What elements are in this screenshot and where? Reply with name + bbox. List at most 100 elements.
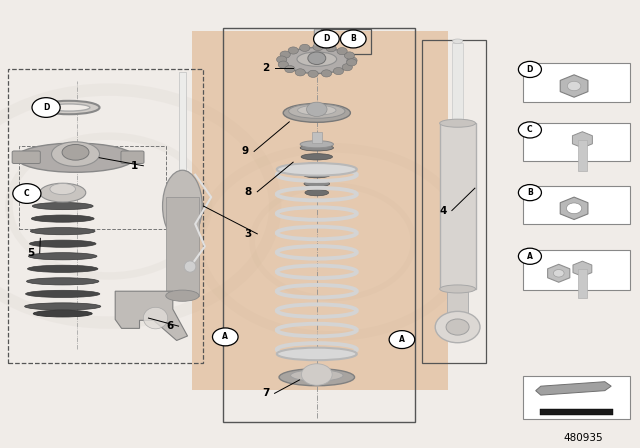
- Bar: [314, 29, 371, 54]
- Bar: [523, 123, 630, 161]
- Circle shape: [295, 69, 305, 76]
- Bar: [523, 186, 630, 224]
- Ellipse shape: [298, 105, 336, 115]
- Bar: [540, 409, 613, 415]
- Bar: [166, 197, 199, 296]
- Bar: [179, 72, 186, 175]
- Text: 480935: 480935: [564, 433, 604, 443]
- Ellipse shape: [28, 253, 97, 260]
- Ellipse shape: [283, 103, 351, 122]
- Circle shape: [321, 70, 332, 77]
- Ellipse shape: [163, 170, 202, 242]
- Polygon shape: [115, 291, 188, 340]
- Text: A: A: [222, 332, 228, 341]
- Circle shape: [307, 102, 327, 116]
- Polygon shape: [536, 382, 611, 395]
- Ellipse shape: [62, 145, 89, 160]
- Bar: [312, 132, 322, 143]
- Ellipse shape: [440, 285, 476, 293]
- Circle shape: [285, 65, 295, 73]
- Bar: [452, 43, 463, 125]
- Text: 3: 3: [244, 229, 252, 239]
- Circle shape: [567, 82, 581, 90]
- Bar: [223, 28, 415, 422]
- Circle shape: [389, 331, 415, 349]
- Circle shape: [346, 59, 356, 66]
- Circle shape: [344, 52, 355, 59]
- Circle shape: [278, 61, 289, 68]
- Ellipse shape: [31, 228, 95, 235]
- Bar: [523, 250, 630, 290]
- Text: D: D: [43, 103, 49, 112]
- Text: A: A: [527, 252, 533, 261]
- Circle shape: [518, 185, 541, 201]
- Text: C: C: [527, 125, 532, 134]
- Circle shape: [308, 70, 318, 78]
- Ellipse shape: [302, 163, 332, 169]
- Circle shape: [288, 47, 298, 54]
- Text: B: B: [527, 188, 532, 197]
- Ellipse shape: [25, 303, 101, 310]
- Ellipse shape: [277, 163, 357, 176]
- Ellipse shape: [51, 142, 100, 167]
- Circle shape: [518, 248, 541, 264]
- Ellipse shape: [28, 265, 98, 272]
- Circle shape: [314, 30, 339, 48]
- Text: 9: 9: [241, 146, 249, 156]
- FancyBboxPatch shape: [12, 151, 40, 164]
- Bar: [422, 40, 486, 363]
- Text: D: D: [323, 34, 330, 43]
- Bar: [192, 31, 448, 390]
- Circle shape: [308, 52, 326, 65]
- Ellipse shape: [143, 307, 168, 329]
- Text: A: A: [399, 335, 405, 344]
- Circle shape: [567, 203, 581, 213]
- Ellipse shape: [300, 141, 333, 148]
- Circle shape: [518, 61, 541, 78]
- Circle shape: [32, 98, 60, 117]
- Ellipse shape: [305, 190, 329, 196]
- Circle shape: [276, 56, 287, 63]
- Ellipse shape: [49, 104, 90, 111]
- Bar: [8, 69, 203, 363]
- Ellipse shape: [452, 39, 463, 43]
- Circle shape: [342, 64, 353, 71]
- Bar: [19, 146, 166, 229]
- Ellipse shape: [304, 181, 330, 187]
- Ellipse shape: [300, 145, 333, 151]
- Text: B: B: [351, 34, 356, 43]
- Circle shape: [300, 44, 310, 52]
- Ellipse shape: [279, 369, 355, 386]
- Ellipse shape: [50, 184, 76, 195]
- Circle shape: [566, 203, 582, 214]
- Circle shape: [435, 311, 480, 343]
- Text: 6: 6: [166, 321, 173, 331]
- Text: 4: 4: [439, 206, 447, 215]
- Ellipse shape: [166, 290, 199, 301]
- Ellipse shape: [301, 154, 333, 160]
- Circle shape: [333, 68, 344, 75]
- Circle shape: [518, 122, 541, 138]
- Ellipse shape: [297, 52, 337, 66]
- Ellipse shape: [32, 202, 93, 210]
- Ellipse shape: [291, 370, 343, 381]
- Bar: [314, 29, 320, 45]
- Bar: [578, 140, 587, 171]
- Circle shape: [446, 319, 469, 335]
- Ellipse shape: [16, 143, 135, 172]
- Circle shape: [280, 51, 291, 58]
- Bar: [440, 123, 476, 289]
- Ellipse shape: [31, 215, 94, 222]
- Circle shape: [313, 43, 323, 51]
- Circle shape: [301, 364, 332, 385]
- Circle shape: [340, 30, 366, 48]
- Ellipse shape: [40, 183, 86, 202]
- Ellipse shape: [39, 101, 100, 114]
- Ellipse shape: [33, 310, 92, 317]
- Text: 7: 7: [262, 388, 269, 398]
- Text: D: D: [527, 65, 533, 74]
- Bar: [523, 376, 630, 419]
- Circle shape: [326, 45, 336, 52]
- Ellipse shape: [303, 172, 331, 178]
- Bar: [578, 269, 587, 298]
